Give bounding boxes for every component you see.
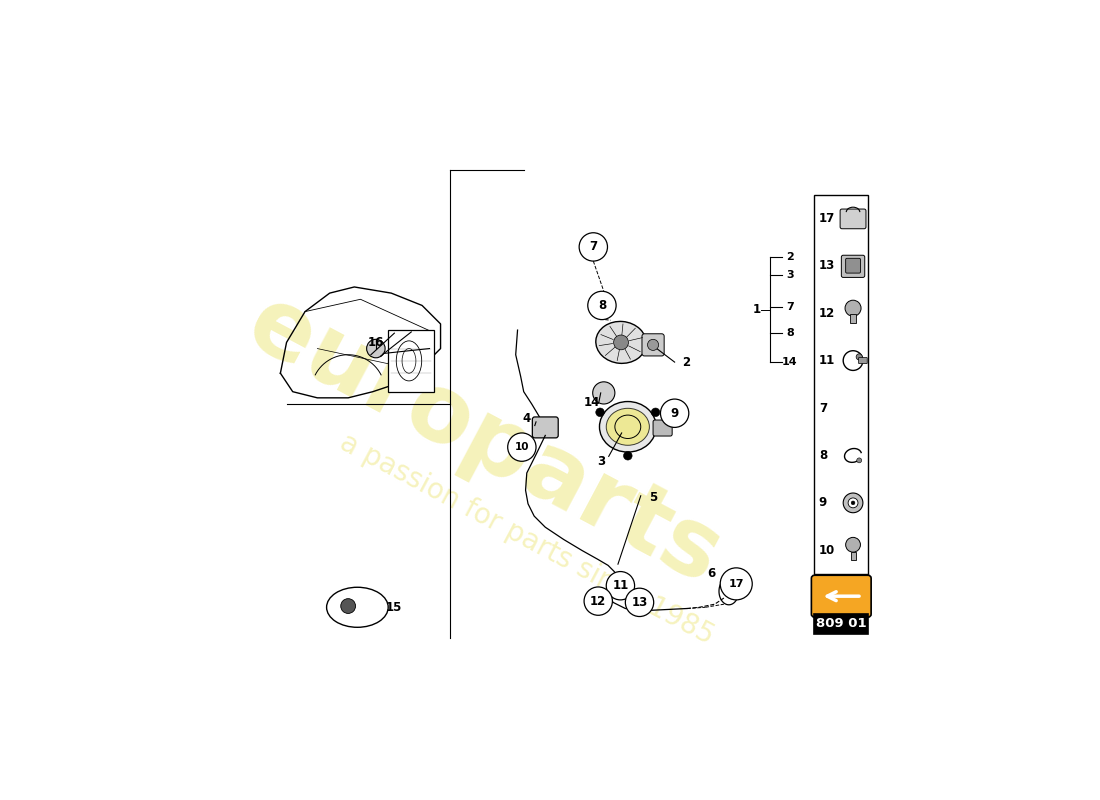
Text: 7: 7 <box>818 402 827 414</box>
Text: 17: 17 <box>728 579 744 589</box>
Text: 14: 14 <box>782 357 797 367</box>
Text: 9: 9 <box>671 406 679 420</box>
Text: 4: 4 <box>522 412 531 425</box>
Circle shape <box>584 587 613 615</box>
Circle shape <box>856 354 862 360</box>
Text: 8: 8 <box>785 328 794 338</box>
FancyBboxPatch shape <box>642 334 664 356</box>
Circle shape <box>625 588 653 617</box>
Ellipse shape <box>596 322 647 363</box>
Circle shape <box>846 538 860 552</box>
Circle shape <box>593 382 615 404</box>
Text: 11: 11 <box>818 354 835 367</box>
Text: 15: 15 <box>386 601 403 614</box>
Circle shape <box>651 408 660 417</box>
FancyBboxPatch shape <box>846 258 860 273</box>
Circle shape <box>851 501 855 505</box>
Circle shape <box>596 408 604 417</box>
Bar <box>814 194 868 574</box>
Circle shape <box>614 335 628 350</box>
Circle shape <box>648 339 659 350</box>
Text: europarts: europarts <box>232 278 736 604</box>
Circle shape <box>341 598 355 614</box>
Text: 7: 7 <box>590 241 597 254</box>
Text: 9: 9 <box>818 496 827 510</box>
Text: 12: 12 <box>818 306 835 320</box>
Bar <box>814 614 868 634</box>
Text: 10: 10 <box>818 544 835 557</box>
Text: a passion for parts since 1985: a passion for parts since 1985 <box>336 429 718 650</box>
Circle shape <box>624 451 632 460</box>
Text: 13: 13 <box>818 259 835 272</box>
Text: 3: 3 <box>786 270 793 280</box>
Circle shape <box>660 399 689 427</box>
Circle shape <box>606 571 635 600</box>
Text: 17: 17 <box>818 212 835 225</box>
Circle shape <box>587 291 616 320</box>
Text: 11: 11 <box>613 579 628 592</box>
FancyBboxPatch shape <box>532 417 558 438</box>
Ellipse shape <box>327 587 388 627</box>
FancyBboxPatch shape <box>859 358 867 364</box>
Text: 6: 6 <box>707 567 716 580</box>
Text: 3: 3 <box>597 454 605 468</box>
Bar <box>850 552 856 560</box>
Text: 16: 16 <box>367 336 384 349</box>
Text: 8: 8 <box>818 449 827 462</box>
Text: 13: 13 <box>631 596 648 609</box>
Circle shape <box>720 568 752 600</box>
Circle shape <box>845 300 861 316</box>
FancyBboxPatch shape <box>812 575 871 617</box>
Bar <box>388 330 434 392</box>
Text: 5: 5 <box>649 491 657 504</box>
Bar <box>850 314 856 323</box>
Circle shape <box>848 498 858 508</box>
FancyBboxPatch shape <box>653 420 672 436</box>
Circle shape <box>508 433 536 462</box>
Circle shape <box>857 458 861 463</box>
Text: 809 01: 809 01 <box>816 618 867 630</box>
Ellipse shape <box>606 408 649 446</box>
Text: 10: 10 <box>515 442 529 452</box>
Ellipse shape <box>600 402 656 452</box>
Text: 8: 8 <box>597 299 606 312</box>
FancyBboxPatch shape <box>842 255 865 278</box>
Text: 2: 2 <box>785 252 794 262</box>
Circle shape <box>844 493 862 513</box>
Text: 7: 7 <box>785 302 794 312</box>
FancyBboxPatch shape <box>840 209 866 229</box>
Text: 12: 12 <box>590 594 606 608</box>
Text: 2: 2 <box>682 356 690 369</box>
Text: 14: 14 <box>583 396 600 409</box>
Circle shape <box>366 339 385 358</box>
Circle shape <box>579 233 607 261</box>
Text: 1: 1 <box>752 303 760 316</box>
